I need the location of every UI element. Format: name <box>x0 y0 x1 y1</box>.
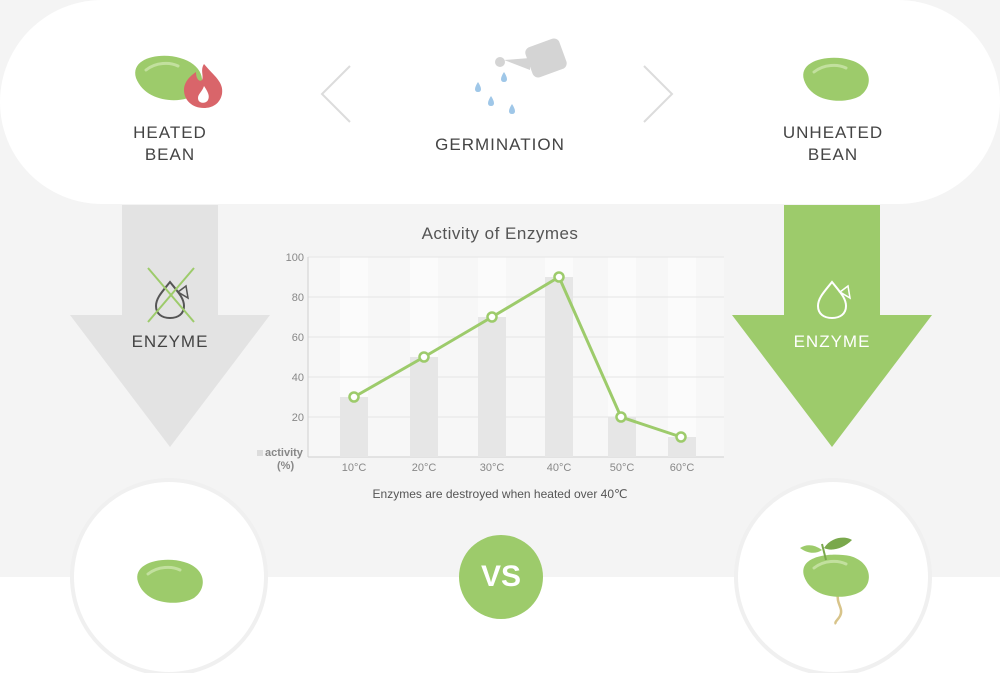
x-tick-label: 20°C <box>412 462 437 474</box>
germination-label: GERMINATION <box>435 135 565 154</box>
x-tick-label: 60°C <box>670 462 695 474</box>
heated-label-line1: HEATED <box>133 123 207 142</box>
unheated-bean-label: UNHEATED BEAN <box>770 122 896 166</box>
data-point <box>615 411 627 423</box>
left-enzyme-label: ENZYME <box>131 332 209 351</box>
bar <box>608 417 636 457</box>
vs-badge: VS <box>459 535 543 619</box>
bean-icon <box>803 57 869 101</box>
chevron-right-icon <box>643 65 674 123</box>
right-enzyme-label: ENZYME <box>793 332 871 351</box>
y-axis-unit: (%) <box>277 460 294 472</box>
left-arrow-shape <box>70 205 270 447</box>
data-point <box>418 351 430 363</box>
bar <box>340 397 368 457</box>
data-point <box>675 431 687 443</box>
bar <box>668 437 696 457</box>
y-tick-label: 60 <box>292 332 304 344</box>
y-axis-label: activity <box>265 447 304 459</box>
y-tick-label: 100 <box>286 252 304 264</box>
bar <box>410 357 438 457</box>
unheated-label-line1: UNHEATED <box>782 123 884 142</box>
bean-icon <box>137 559 203 603</box>
x-tick-label: 30°C <box>480 462 505 474</box>
y-tick-label: 40 <box>292 372 304 384</box>
top-panel <box>0 0 1000 204</box>
unheated-label-line2: BEAN <box>807 145 859 164</box>
sprout-icon <box>800 537 869 625</box>
column-band <box>668 257 696 457</box>
enzyme-icon-right <box>816 280 852 320</box>
chart-title: Activity of Enzymes <box>421 224 579 243</box>
x-tick-label: 50°C <box>610 462 635 474</box>
cross-icon <box>147 267 195 323</box>
ylabel-marker <box>257 450 263 456</box>
bar <box>478 317 506 457</box>
data-point <box>486 311 498 323</box>
watering-can-icon <box>495 38 567 78</box>
heated-label-line2: BEAN <box>144 145 196 164</box>
data-point <box>553 271 565 283</box>
plot-area <box>308 257 724 457</box>
x-tick-label: 40°C <box>547 462 572 474</box>
right-arrow-shape <box>732 205 932 447</box>
data-point <box>348 391 360 403</box>
flame-icon <box>184 64 223 108</box>
x-tick-label: 10°C <box>342 462 367 474</box>
bar <box>545 277 573 457</box>
activity-line <box>353 274 682 439</box>
heated-bean-label: HEATED BEAN <box>110 122 230 166</box>
y-tick-label: 20 <box>292 412 304 424</box>
enzyme-icon <box>154 280 190 320</box>
chevron-left-icon <box>320 65 351 123</box>
chart-caption: Enzymes are destroyed when heated over 4… <box>372 487 628 501</box>
y-tick-label: 80 <box>292 292 304 304</box>
water-drop-icon <box>475 72 515 114</box>
